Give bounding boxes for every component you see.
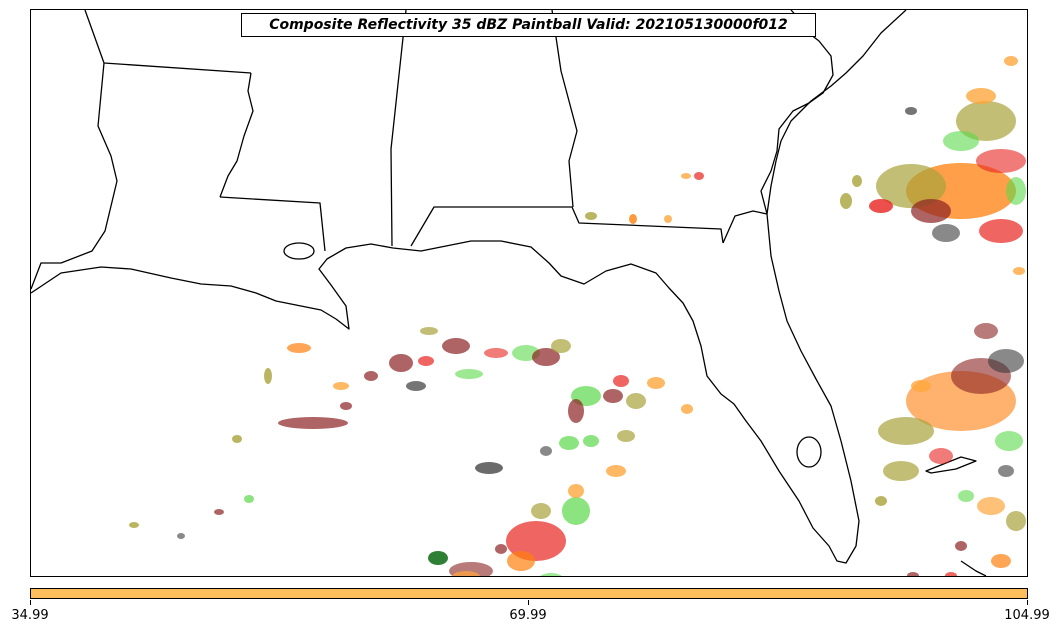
- storm-cell: [278, 417, 348, 429]
- storm-cell: [929, 448, 953, 464]
- state-boundary-la-west: [31, 62, 118, 290]
- storm-cell: [974, 323, 998, 339]
- state-boundary-ms-al: [390, 10, 407, 247]
- storm-cell: [991, 554, 1011, 568]
- storm-cell: [540, 446, 552, 456]
- storm-cell: [911, 199, 951, 223]
- storm-cell: [911, 380, 931, 392]
- storm-cell: [455, 369, 483, 379]
- storm-cell: [840, 193, 852, 209]
- storm-cell: [907, 572, 919, 576]
- storm-cell: [1013, 267, 1025, 275]
- state-boundary-la-ms-south: [219, 196, 326, 252]
- colorbar-tick-label-mid: 69.99: [509, 608, 547, 623]
- storm-cell: [585, 212, 597, 220]
- storm-cell: [626, 393, 646, 409]
- colorbar-tick-label-max: 104.99: [1004, 608, 1050, 623]
- storm-cell: [1006, 177, 1026, 205]
- storm-cell: [232, 435, 242, 443]
- storm-cell: [966, 88, 996, 104]
- storm-cell: [418, 356, 434, 366]
- storm-cell: [340, 402, 352, 410]
- colorbar-tick: [528, 600, 529, 605]
- map-panel: [30, 9, 1028, 577]
- gulf-coastline: [31, 10, 907, 564]
- storm-cell: [988, 349, 1024, 373]
- lake-pontchartrain: [283, 242, 315, 260]
- storm-cell: [617, 430, 635, 442]
- storm-cell: [364, 371, 378, 381]
- storm-cell: [869, 199, 893, 213]
- storm-cell: [629, 214, 637, 224]
- storm-cell: [603, 389, 623, 403]
- storm-cell: [613, 375, 629, 387]
- bahamas-south: [960, 560, 987, 576]
- storm-cell: [129, 522, 139, 528]
- storm-cell: [244, 495, 254, 503]
- state-boundary-ga-fl: [722, 210, 768, 244]
- storm-cell: [958, 490, 974, 502]
- state-boundary-al-ga: [551, 10, 578, 208]
- storm-cell: [694, 172, 704, 180]
- storm-cell: [647, 377, 665, 389]
- storm-cell: [389, 354, 413, 372]
- storm-cell: [562, 497, 590, 525]
- storm-cell: [1004, 56, 1018, 66]
- storm-cell: [905, 107, 917, 115]
- storm-cell: [532, 348, 560, 366]
- storm-cell: [568, 484, 584, 498]
- storm-cell: [876, 164, 946, 208]
- colorbar-tick: [1027, 600, 1028, 605]
- storm-cell: [287, 343, 311, 353]
- state-boundary-al-fl: [410, 206, 724, 247]
- storm-cell: [878, 417, 934, 445]
- colorbar: [30, 588, 1028, 599]
- storm-cell: [664, 215, 672, 223]
- storm-cell: [956, 101, 1016, 141]
- map-title: Composite Reflectivity 35 dBZ Paintball …: [241, 13, 816, 37]
- storm-cell: [955, 541, 967, 551]
- storm-cell: [943, 131, 979, 151]
- coastline-and-state-boundaries: [31, 10, 987, 576]
- state-boundary-ar-la: [84, 10, 252, 74]
- storm-cell: [495, 544, 507, 554]
- storm-cell: [977, 497, 1005, 515]
- storm-cell: [451, 571, 481, 576]
- storm-cell: [945, 572, 957, 576]
- storm-cell: [540, 573, 562, 576]
- storm-cell: [428, 551, 448, 565]
- storm-cell: [583, 435, 599, 447]
- state-boundary-ms-river: [219, 72, 254, 198]
- storm-cell: [568, 399, 584, 423]
- lake-okeechobee: [796, 436, 822, 468]
- storm-cell: [333, 382, 349, 390]
- storm-cell: [998, 465, 1014, 477]
- storm-cell: [932, 224, 960, 242]
- storm-cell: [484, 348, 508, 358]
- storm-cell: [559, 436, 579, 450]
- storm-cell: [531, 503, 551, 519]
- storm-cell: [442, 338, 470, 354]
- storm-cell: [420, 327, 438, 335]
- storm-cell: [875, 496, 887, 506]
- storm-cell: [177, 533, 185, 539]
- storm-cell: [852, 175, 862, 187]
- storm-cell: [976, 149, 1026, 173]
- storm-cell: [606, 465, 626, 477]
- storm-cell: [406, 381, 426, 391]
- storm-cell: [507, 551, 535, 571]
- storm-cell: [264, 368, 272, 384]
- storm-cell: [995, 431, 1023, 451]
- storm-cell: [475, 462, 503, 474]
- storm-cell: [681, 404, 693, 414]
- storm-cell: [551, 339, 571, 353]
- storm-cell: [214, 509, 224, 515]
- storm-cell: [681, 173, 691, 179]
- storm-cell: [1006, 511, 1026, 531]
- colorbar-tick-label-min: 34.99: [11, 608, 49, 623]
- storm-cell: [883, 461, 919, 481]
- storm-cell: [979, 219, 1023, 243]
- colorbar-tick: [30, 600, 31, 605]
- reflectivity-paintball-blobs: [129, 56, 1026, 576]
